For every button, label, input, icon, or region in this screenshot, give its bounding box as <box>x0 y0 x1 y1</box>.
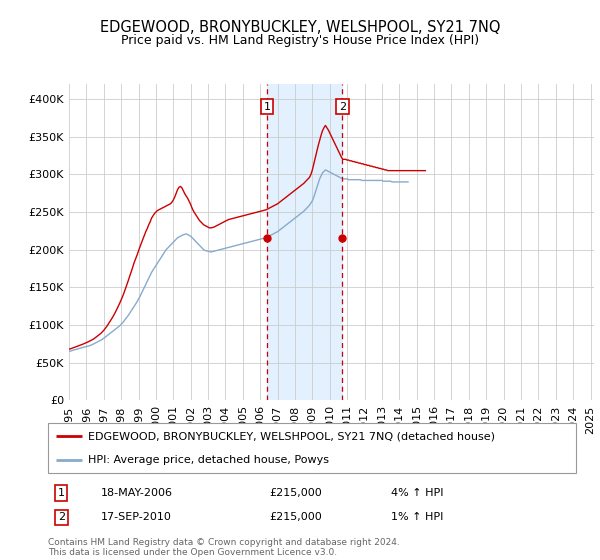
Text: 18-MAY-2006: 18-MAY-2006 <box>101 488 173 498</box>
Text: 1: 1 <box>58 488 65 498</box>
Text: 17-SEP-2010: 17-SEP-2010 <box>101 512 172 522</box>
Text: 4% ↑ HPI: 4% ↑ HPI <box>391 488 444 498</box>
Text: 1% ↑ HPI: 1% ↑ HPI <box>391 512 443 522</box>
FancyBboxPatch shape <box>48 423 576 473</box>
Text: £215,000: £215,000 <box>270 512 323 522</box>
Bar <box>267 84 342 400</box>
Text: EDGEWOOD, BRONYBUCKLEY, WELSHPOOL, SY21 7NQ (detached house): EDGEWOOD, BRONYBUCKLEY, WELSHPOOL, SY21 … <box>88 431 494 441</box>
Text: 2: 2 <box>58 512 65 522</box>
Text: HPI: Average price, detached house, Powys: HPI: Average price, detached house, Powy… <box>88 455 329 465</box>
Text: EDGEWOOD, BRONYBUCKLEY, WELSHPOOL, SY21 7NQ: EDGEWOOD, BRONYBUCKLEY, WELSHPOOL, SY21 … <box>100 20 500 35</box>
Text: Price paid vs. HM Land Registry's House Price Index (HPI): Price paid vs. HM Land Registry's House … <box>121 34 479 46</box>
Text: 2: 2 <box>339 101 346 111</box>
Text: £215,000: £215,000 <box>270 488 323 498</box>
Text: Contains HM Land Registry data © Crown copyright and database right 2024.
This d: Contains HM Land Registry data © Crown c… <box>48 538 400 557</box>
Text: 1: 1 <box>263 101 271 111</box>
